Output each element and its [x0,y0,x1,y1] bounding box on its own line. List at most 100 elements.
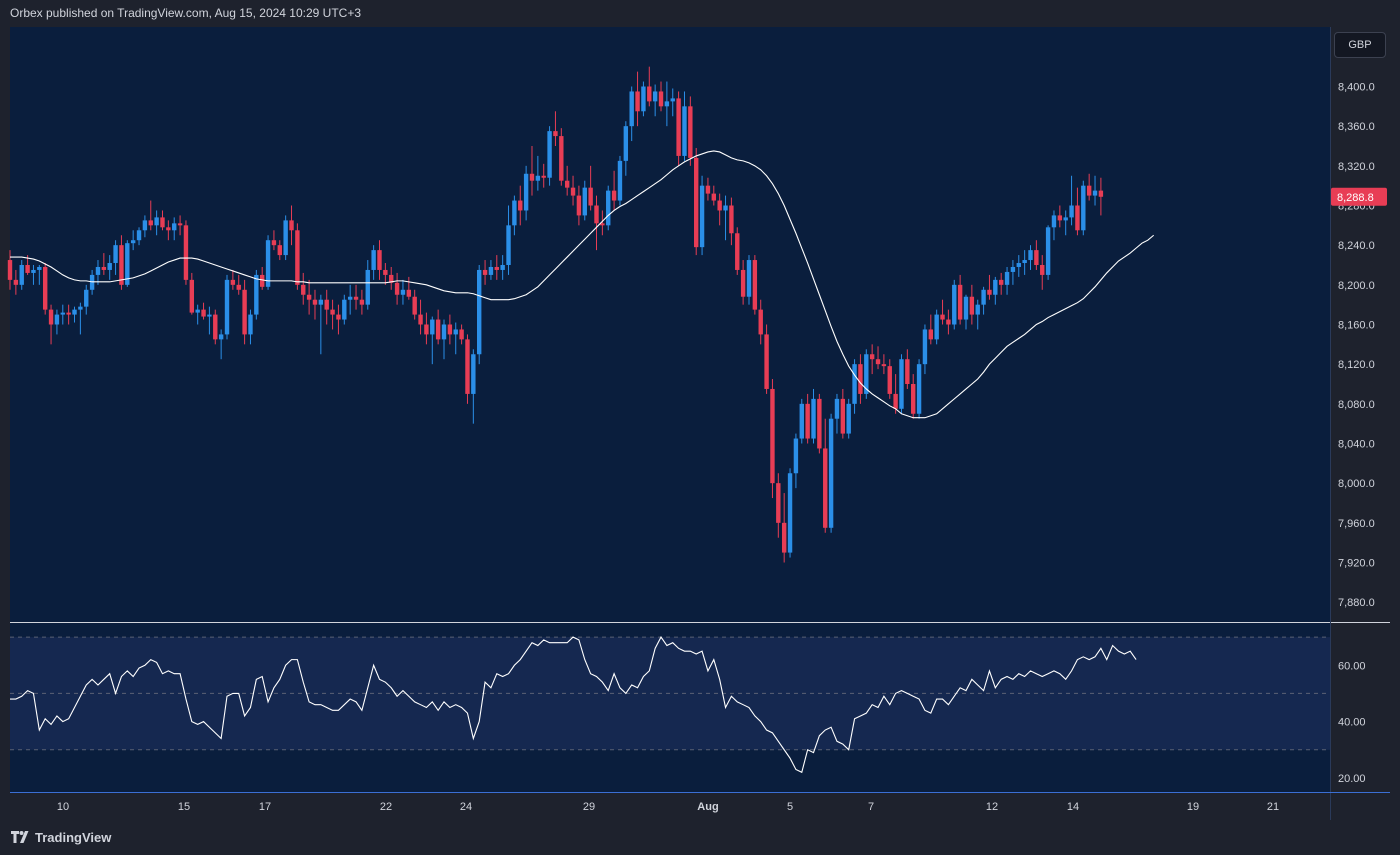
time-tick-label: 21 [1267,801,1279,813]
time-tick-label: 5 [787,801,793,813]
candle-body [541,175,546,178]
candle-body [518,200,523,211]
candle-body [529,173,535,181]
candle-body [195,309,200,313]
candlestick-series [7,66,1104,563]
candle-body [324,299,329,310]
candle-body [817,398,822,449]
candle-body [353,296,359,300]
candle-body [389,274,394,283]
candle-body [823,448,828,528]
time-axis[interactable]: 10 15 17 22 24 29 Aug 5 7 12 14 19 21 [57,801,1279,813]
candle-body [113,245,118,264]
candle-body [553,131,558,137]
candle-body [72,309,77,315]
candle-body [412,296,417,315]
publisher-header: Orbex published on TradingView.com, Aug … [10,6,362,20]
candle-body [588,187,593,206]
candle-body [635,91,640,112]
candle-body [318,299,324,305]
candle-body [230,279,236,285]
candle-body [899,359,904,409]
candle-body [213,314,218,340]
candle-body [54,314,60,325]
candle-body [148,220,153,226]
candle-body [582,187,587,216]
candle-body [858,364,863,394]
candle-body [1057,215,1063,221]
candle-body [606,190,611,226]
candle-body [852,364,857,404]
candle-body [711,193,716,201]
candle-body [347,296,353,300]
candle-body [236,284,241,290]
candle-body [283,220,288,256]
rsi-line [10,636,1137,774]
candle-body [652,91,658,102]
candle-body [1051,215,1057,228]
candle-body [764,334,769,389]
price-tick-label: 8,400.0 [1338,82,1375,94]
candle-body [289,220,294,231]
candle-body [869,354,875,360]
time-tick-label: 14 [1067,801,1079,813]
candle-body [834,398,840,419]
candle-body [301,284,306,295]
candle-body [664,101,670,107]
candle-body [242,289,247,335]
candle-body [617,160,623,201]
candle-body [95,266,101,275]
time-tick-label: Aug [697,801,718,813]
candle-body [793,438,799,474]
candle-body [688,106,693,158]
footer-brand-label: TradingView [35,829,112,845]
candle-body [1040,265,1045,275]
candle-body [1069,205,1074,218]
candle-body [154,217,159,226]
candle-body [330,309,335,315]
candle-body [406,289,412,297]
currency-button[interactable]: GBP [1334,32,1386,58]
time-tick-label: 22 [380,801,392,813]
candle-body [828,418,834,528]
candle-body [840,398,846,434]
candle-body [676,98,681,156]
price-axis[interactable]: 8,440.08,400.08,360.08,320.08,280.08,240… [1338,42,1375,609]
candle-body [383,269,388,275]
candle-body [494,266,499,270]
candle-body [201,309,206,317]
candle-body [735,233,740,270]
candle-body [647,86,652,102]
price-tick-label: 7,920.0 [1338,558,1375,570]
candle-body [459,329,464,340]
candle-body [928,329,934,340]
last-price-label: 8,288.8 [1331,187,1387,206]
candle-body [512,200,517,226]
candle-body [981,289,986,305]
candle-body [1098,190,1104,197]
candle-body [729,205,734,234]
candle-body [418,314,423,325]
candle-body [998,279,1004,285]
rsi-band-fill [10,637,1330,750]
candle-body [559,136,564,181]
time-tick-label: 29 [583,801,595,813]
candle-body [465,339,470,394]
main-pane-background [10,27,1330,622]
candle-body [84,289,89,307]
candle-body [78,306,83,310]
candle-body [37,266,42,270]
candle-body [576,195,582,216]
candle-body [805,403,810,439]
rsi-axis[interactable]: 60.00 40.00 20.00 [1338,660,1366,785]
candle-body [600,223,605,226]
candle-body [447,324,453,335]
candle-body [488,266,494,275]
candle-body [787,473,793,553]
candle-body [207,314,212,317]
candle-body [694,157,699,248]
candle-body [224,279,230,335]
footer-brand[interactable]: TradingView [10,828,111,846]
candle-body [506,225,511,265]
